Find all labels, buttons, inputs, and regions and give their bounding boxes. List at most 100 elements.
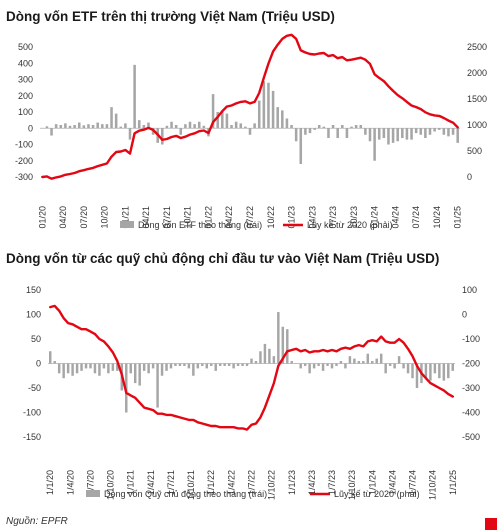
chart2-bar (366, 353, 370, 364)
chart1-bar (96, 122, 99, 129)
chart2-x-tick: 1/4/23 (307, 470, 317, 495)
chart1-bar (216, 112, 219, 129)
chart2-bar (223, 363, 226, 366)
chart1-bar (359, 125, 363, 129)
chart2-bar (281, 326, 285, 364)
chart1-x-tick: 07/24 (411, 206, 421, 229)
chart1-x-tick: 04/23 (307, 206, 317, 229)
chart2-bar (84, 363, 88, 369)
chart1-bar (442, 128, 446, 135)
chart2-bar (116, 363, 119, 371)
chart1-bar (105, 124, 109, 129)
chart2-bar (102, 363, 106, 369)
chart2-left-tick: 100 (26, 310, 41, 320)
chart2-bar (196, 363, 200, 369)
chart1-bar (82, 125, 86, 129)
chart1-left-tick: 500 (18, 42, 33, 52)
chart2-bar (174, 363, 177, 366)
chart1-bar (331, 125, 335, 129)
chart2-bar (245, 363, 249, 366)
chart2-bar (294, 363, 298, 364)
chart2-x-tick: 1/10/23 (347, 470, 357, 500)
etf-flow-chart: -300 -200 -100 0 100 200 300 400 500 0 500 1000 1500… (15, 33, 487, 230)
chart1-x-tick: 04/24 (390, 206, 400, 229)
chart1-bar (267, 82, 270, 129)
chart2-right-tick: -400 (462, 408, 480, 418)
chart2-bar (218, 363, 222, 366)
chart2-x-tick: 1/1/22 (206, 470, 216, 495)
chart2-x-tick: 1/7/20 (85, 470, 95, 495)
chart1-bar (234, 121, 238, 129)
chart2-bar (160, 363, 164, 376)
chart2-bar (375, 358, 378, 364)
chart1-left-tick: -300 (15, 172, 33, 182)
chart1-bar (373, 128, 376, 161)
chart2-bar (272, 356, 276, 364)
chart1-x-tick: 01/21 (120, 206, 130, 229)
chart2-bar (107, 363, 110, 374)
chart2-x-tick: 1/10/21 (186, 470, 196, 500)
chart1-right-tick: 2500 (467, 42, 487, 52)
chart2-bar (71, 363, 74, 376)
chart2-left-tick: -150 (23, 432, 41, 442)
chart1-cumulative-line (41, 33, 459, 180)
chart2-bar (111, 363, 115, 371)
chart2-bar (80, 363, 83, 371)
chart1-bar (114, 113, 118, 129)
chart1-bar (350, 126, 353, 129)
chart2-bar (227, 363, 231, 366)
chart2-right-tick: -200 (462, 359, 480, 369)
chart1-bar (294, 128, 298, 142)
chart1-bar (68, 125, 72, 129)
chart1-bar (174, 125, 178, 129)
chart1-bar (364, 128, 367, 135)
chart1-bar (281, 110, 284, 129)
chart2-bar (254, 361, 258, 364)
chart2-bar (156, 363, 159, 408)
chart2-bar (93, 363, 97, 374)
chart2-bar (138, 363, 141, 386)
chart2-legend-bar-swatch (86, 490, 100, 497)
chart2-bar (388, 363, 392, 366)
chart1-x-tick: 01/22 (203, 206, 213, 229)
chart2-x-tick: 1/1/24 (367, 470, 377, 495)
chart2-legend-line-label: Lũy kế từ 2020 (phải) (334, 489, 420, 499)
chart1-x-tick: 01/25 (453, 206, 463, 229)
chart1-bar (322, 126, 326, 129)
chart1-bar (161, 128, 164, 145)
chart1-left-tick: 200 (18, 91, 33, 101)
chart2-bar (335, 363, 338, 366)
chart2-bar (241, 363, 244, 366)
chart1-legend-line-label: Lũy kế từ 2020 (phải) (307, 220, 393, 230)
chart1-bar (387, 128, 390, 145)
chart2-left-tick: 150 (26, 285, 41, 295)
chart2-bar (326, 363, 329, 366)
chart2-bar (451, 363, 454, 371)
chart2-x-tick: 1/1/20 (45, 470, 55, 495)
chart2-bar (424, 363, 428, 379)
chart2-x-tick: 1/1/23 (287, 470, 297, 495)
chart2-bar (268, 348, 271, 364)
chart2-bar (263, 343, 267, 364)
chart1-x-tick: 07/22 (245, 206, 255, 229)
chart1-x-tick: 10/24 (432, 206, 442, 229)
chart2-x-tick: 1/4/20 (65, 470, 75, 495)
chart2-bar (187, 363, 191, 369)
chart2-legend-bar-label: Dòng vốn Quỹ chủ động theo tháng (trái) (104, 489, 267, 499)
chart1-bar (188, 121, 192, 129)
chart1-bar (64, 123, 67, 129)
chart1-right-tick: 1000 (467, 120, 487, 130)
chart1-x-tick: 07/20 (79, 206, 89, 229)
chart1-bar (87, 124, 90, 129)
chart2-bar (89, 363, 92, 369)
chart1-bar (45, 126, 49, 129)
chart2-right-tick: 0 (462, 310, 467, 320)
chart2-bar (371, 361, 374, 364)
chart1-bar (128, 128, 132, 140)
chart1-bar (433, 128, 436, 132)
chart1-bar (428, 128, 432, 135)
chart2-bar (357, 361, 361, 364)
chart1-bar (179, 128, 183, 135)
chart2-bar (151, 363, 155, 369)
chart2-bar (210, 363, 213, 366)
